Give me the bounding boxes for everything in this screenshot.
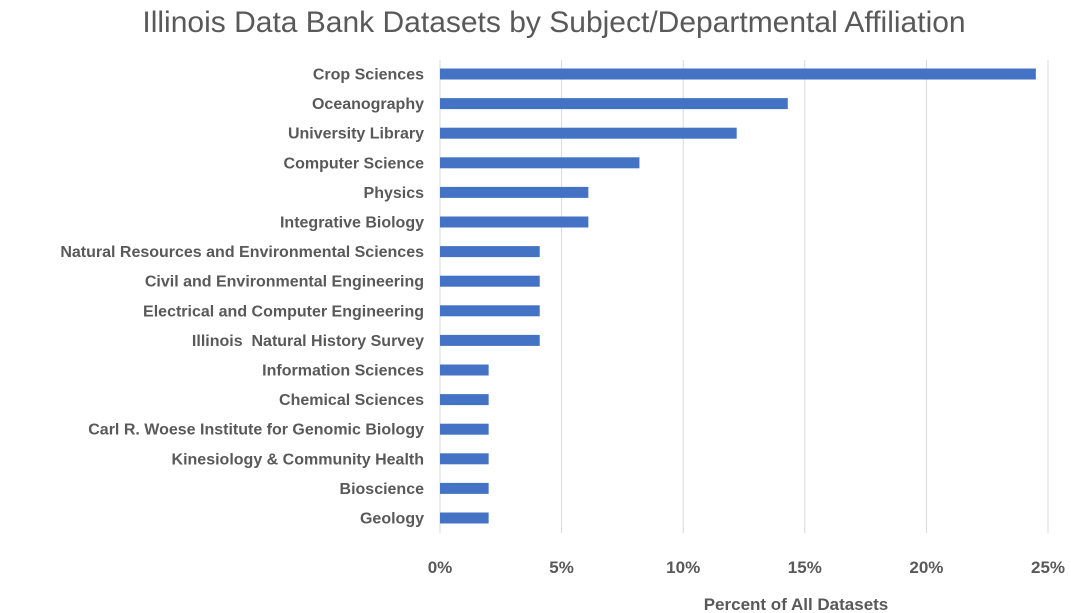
category-label: Illinois Natural History Survey (192, 333, 424, 350)
category-label: Bioscience (340, 481, 425, 498)
category-label: Carl R. Woese Institute for Genomic Biol… (88, 422, 424, 439)
category-label: Civil and Environmental Engineering (145, 274, 424, 291)
bar (440, 482, 489, 494)
category-label: Geology (360, 511, 424, 528)
category-label: Oceanography (312, 96, 424, 113)
bar (440, 512, 489, 524)
x-tick-labels: 0% 5% 10% 15% 20% 25% (428, 558, 1065, 577)
category-label: Integrative Biology (280, 215, 424, 232)
gridlines (439, 60, 1049, 533)
category-label: Natural Resources and Environmental Scie… (60, 244, 424, 261)
chart-title: Illinois Data Bank Datasets by Subject/D… (142, 6, 966, 39)
category-label: Chemical Sciences (279, 392, 424, 409)
category-label: Computer Science (284, 155, 425, 172)
x-tick-label: 0% (428, 558, 453, 577)
x-tick-label: 10% (666, 558, 700, 577)
bar (440, 68, 1036, 80)
category-label: Electrical and Computer Engineering (143, 303, 424, 320)
category-label: Crop Sciences (313, 67, 424, 84)
bar (440, 127, 737, 139)
bars (440, 68, 1036, 524)
x-axis-title: Percent of All Datasets (704, 595, 889, 613)
category-label: Physics (364, 185, 425, 202)
bar (440, 334, 540, 346)
category-label: University Library (288, 126, 424, 143)
bar (440, 186, 589, 198)
bar (440, 423, 489, 435)
bar (440, 216, 589, 228)
bar (440, 394, 489, 406)
bar (440, 157, 640, 169)
bar (440, 98, 788, 110)
x-tick-label: 25% (1031, 558, 1065, 577)
category-labels: Crop Sciences Oceanography University Libr… (60, 67, 424, 528)
x-tick-label: 5% (549, 558, 574, 577)
category-label: Kinesiology & Community Health (172, 451, 424, 468)
x-tick-label: 20% (909, 558, 943, 577)
category-label: Information Sciences (262, 363, 424, 380)
bar (440, 246, 540, 258)
bar (440, 305, 540, 317)
bar (440, 364, 489, 376)
bar (440, 275, 540, 287)
bar (440, 453, 489, 465)
x-tick-label: 15% (788, 558, 822, 577)
